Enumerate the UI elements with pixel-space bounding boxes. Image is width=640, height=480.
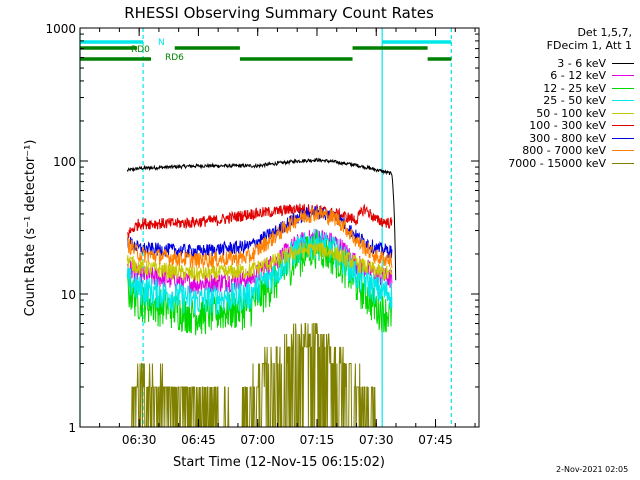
legend-item-label: 6 - 12 keV [550,69,606,83]
legend-swatch [612,75,634,77]
plot-frame [79,27,480,428]
legend-item-label: 3 - 6 keV [557,56,606,70]
x-tick-label: 06:30 [122,433,157,447]
legend-item-label: 300 - 800 keV [529,131,606,145]
legend-item-label: 7000 - 15000 keV [508,156,606,170]
generation-date: 2-Nov-2021 02:05 [556,465,629,474]
y-tick-label: 100 [53,155,76,169]
legend-item: 50 - 100 keV [480,107,640,120]
legend-item-label: 100 - 300 keV [529,119,606,133]
legend-item: 6 - 12 keV [480,69,640,83]
y-tick-label: 10 [61,288,76,302]
chart-title: RHESSI Observing Summary Count Rates [124,4,434,22]
series-line [126,157,397,281]
legend-item: 12 - 25 keV [480,82,640,95]
legend-swatch [612,87,634,89]
x-tick-label: 07:15 [300,433,335,447]
legend-item-label: 25 - 50 keV [543,94,606,108]
legend-swatch [612,62,634,64]
y-tick-label: 1 [68,421,76,435]
flag-bar-label: RD6 [165,53,184,63]
flag-bar-label: RD0 [131,45,150,55]
legend-header-line: Det 1,5,7, [577,26,632,39]
legend: 3 - 6 keV 6 - 12 keV 12 - 25 keV 25 - 50 ke… [480,57,640,170]
series-line [126,203,393,239]
legend-item: 7000 - 15000 keV [480,157,640,170]
series-line [127,323,377,428]
legend-item: 800 - 7000 keV [480,144,640,158]
legend-item: 100 - 300 keV [480,119,640,133]
legend-swatch [612,125,634,127]
legend-swatch [612,112,634,114]
legend-item-label: 800 - 7000 keV [522,144,606,158]
series-line [126,206,393,269]
legend-swatch [612,137,634,139]
x-tick-label: 07:00 [240,433,275,447]
series-line [126,241,393,282]
x-tick-label: 07:45 [418,433,453,447]
y-axis-label: Count Rate (s⁻¹ detector⁻¹) [23,140,38,317]
legend-swatch [612,150,634,152]
legend-item-label: 50 - 100 keV [536,106,606,120]
legend-header: Det 1,5,7, FDecim 1, Att 1 [492,26,632,52]
legend-item: 25 - 50 keV [480,94,640,108]
x-tick-label: 07:30 [359,433,394,447]
legend-header-line: FDecim 1, Att 1 [546,39,632,52]
x-axis-label: Start Time (12-Nov-15 06:15:02) [173,455,385,470]
legend-item: 3 - 6 keV [480,57,640,70]
legend-swatch [612,162,634,164]
legend-item-label: 12 - 25 keV [543,81,606,95]
flag-bar-label: N [158,38,165,48]
y-tick-label: 1000 [45,22,76,36]
x-tick-label: 06:45 [181,433,216,447]
legend-item: 300 - 800 keV [480,132,640,145]
legend-swatch [612,100,634,102]
